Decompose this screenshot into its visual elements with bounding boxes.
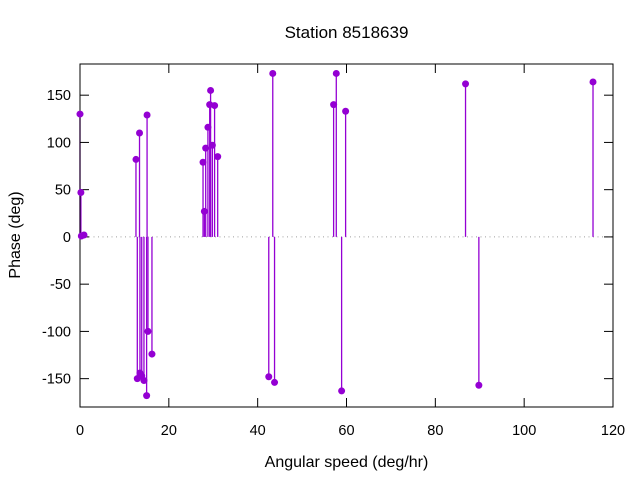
data-point	[199, 158, 207, 166]
y-tick-label: -100	[42, 324, 71, 340]
y-tick-label: 0	[63, 230, 71, 246]
data-point	[475, 381, 483, 389]
data-point	[143, 392, 151, 400]
x-axis-label: Angular speed (deg/hr)	[264, 454, 429, 471]
data-point	[148, 350, 156, 358]
x-tick-label: 120	[601, 423, 625, 439]
data-point	[271, 378, 279, 386]
x-tick-label: 80	[427, 423, 443, 439]
x-tick-label: 20	[161, 423, 177, 439]
x-tick-label: 100	[512, 423, 536, 439]
plot-border	[79, 63, 614, 408]
data-point	[202, 144, 210, 152]
data-point	[265, 373, 273, 381]
data-point	[140, 377, 148, 385]
data-point	[80, 231, 88, 239]
data-point	[330, 101, 338, 109]
y-tick-label: 150	[47, 88, 71, 104]
data-point	[204, 123, 212, 131]
y-tick-label: -50	[50, 277, 71, 293]
data-point	[77, 189, 85, 197]
data-point	[338, 387, 346, 395]
data-point	[76, 110, 84, 118]
y-tick-label: 50	[55, 183, 71, 199]
data-point	[214, 153, 222, 161]
chart-title: Station 8518639	[284, 23, 409, 42]
data-point	[269, 69, 277, 77]
x-tick-label: 40	[250, 423, 266, 439]
data-point	[332, 69, 340, 77]
data-point	[132, 155, 140, 163]
data-point	[136, 129, 144, 137]
data-point	[342, 107, 350, 115]
x-tick-label: 0	[76, 423, 84, 439]
data-point	[589, 78, 597, 86]
data-point	[143, 111, 151, 119]
data-point	[208, 141, 216, 149]
data-point	[211, 102, 219, 110]
data-point	[200, 207, 208, 215]
x-tick-label: 60	[338, 423, 354, 439]
y-tick-label: -150	[42, 372, 71, 388]
y-tick-label: 100	[47, 135, 71, 151]
data-point	[462, 80, 470, 88]
data-point	[144, 327, 152, 335]
data-point	[207, 86, 215, 94]
y-axis-label: Phase (deg)	[7, 191, 24, 279]
